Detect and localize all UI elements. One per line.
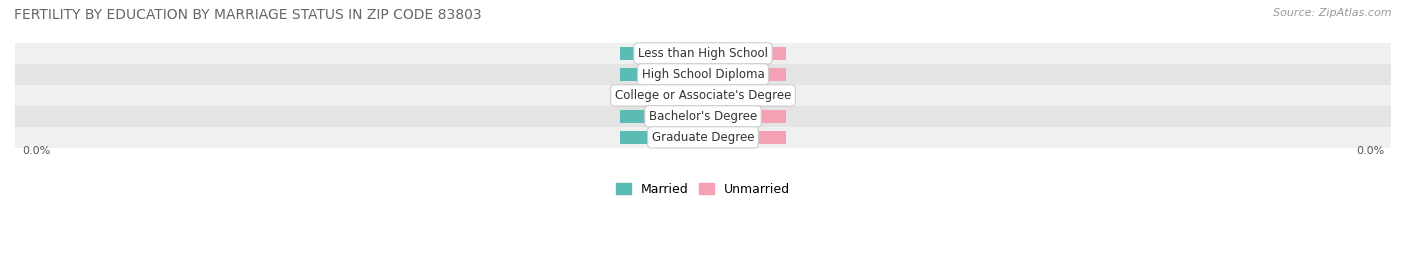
Text: 0.0%: 0.0% — [730, 90, 759, 100]
Text: 0.0%: 0.0% — [730, 132, 759, 142]
Text: FERTILITY BY EDUCATION BY MARRIAGE STATUS IN ZIP CODE 83803: FERTILITY BY EDUCATION BY MARRIAGE STATU… — [14, 8, 482, 22]
Text: 0.0%: 0.0% — [730, 69, 759, 79]
Text: 0.0%: 0.0% — [647, 132, 676, 142]
Bar — [703, 110, 786, 123]
Bar — [15, 64, 1391, 85]
Text: 0.0%: 0.0% — [647, 69, 676, 79]
Bar — [620, 68, 703, 81]
Text: Graduate Degree: Graduate Degree — [652, 131, 754, 144]
Bar — [620, 131, 703, 144]
Text: Less than High School: Less than High School — [638, 47, 768, 60]
Bar — [15, 127, 1391, 148]
Text: Bachelor's Degree: Bachelor's Degree — [650, 110, 756, 123]
Text: 0.0%: 0.0% — [647, 112, 676, 122]
Text: College or Associate's Degree: College or Associate's Degree — [614, 89, 792, 102]
Bar — [703, 47, 786, 60]
Text: Source: ZipAtlas.com: Source: ZipAtlas.com — [1274, 8, 1392, 18]
Text: High School Diploma: High School Diploma — [641, 68, 765, 81]
Text: 0.0%: 0.0% — [730, 48, 759, 58]
Bar — [15, 106, 1391, 127]
Text: 0.0%: 0.0% — [22, 146, 51, 156]
Bar — [15, 85, 1391, 106]
Bar — [703, 89, 786, 102]
Bar — [703, 68, 786, 81]
Text: 0.0%: 0.0% — [1355, 146, 1384, 156]
Text: 0.0%: 0.0% — [647, 48, 676, 58]
Bar — [620, 47, 703, 60]
Bar — [703, 131, 786, 144]
Legend: Married, Unmarried: Married, Unmarried — [612, 178, 794, 201]
Bar — [15, 43, 1391, 64]
Bar — [620, 110, 703, 123]
Text: 0.0%: 0.0% — [730, 112, 759, 122]
Bar — [620, 89, 703, 102]
Text: 0.0%: 0.0% — [647, 90, 676, 100]
